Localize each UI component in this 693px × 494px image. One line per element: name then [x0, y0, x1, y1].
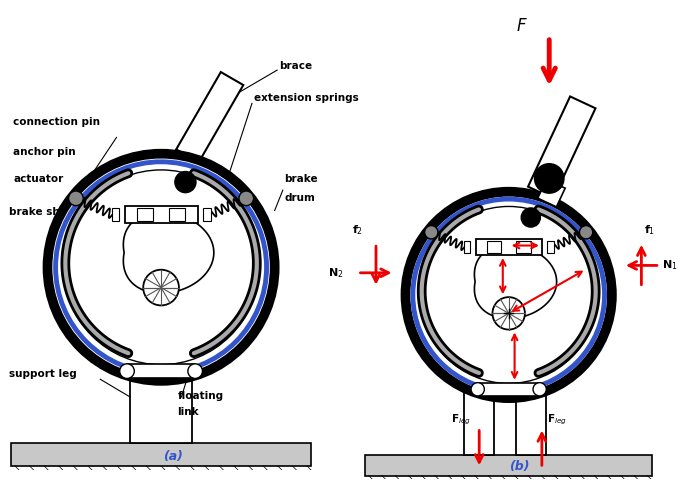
Bar	[125, 206, 198, 223]
Text: actuator: actuator	[13, 174, 64, 184]
Text: N$_2$: N$_2$	[328, 266, 344, 280]
Text: extension springs: extension springs	[254, 93, 359, 103]
Text: a: a	[490, 266, 498, 276]
Text: brake: brake	[284, 174, 318, 184]
Text: connection pin: connection pin	[13, 117, 100, 127]
Text: floating: floating	[177, 391, 223, 401]
Circle shape	[143, 270, 179, 305]
Text: f$_1$: f$_1$	[644, 224, 656, 238]
Text: N$_1$: N$_1$	[662, 258, 678, 272]
Text: support leg: support leg	[8, 369, 76, 379]
Circle shape	[579, 226, 593, 239]
Circle shape	[120, 364, 134, 378]
Polygon shape	[123, 212, 214, 293]
Bar	[464, 241, 471, 253]
Circle shape	[534, 164, 564, 193]
Circle shape	[471, 383, 484, 396]
Circle shape	[239, 191, 254, 206]
Text: (a): (a)	[164, 451, 183, 463]
Text: drum: drum	[284, 193, 315, 203]
Polygon shape	[538, 179, 565, 207]
Circle shape	[521, 208, 541, 227]
Bar	[475, 239, 542, 255]
Bar	[127, 364, 195, 378]
Text: r: r	[550, 278, 556, 288]
Circle shape	[405, 192, 612, 398]
Polygon shape	[528, 96, 595, 199]
Text: brake shoe: brake shoe	[8, 206, 73, 216]
Circle shape	[69, 191, 83, 206]
Polygon shape	[475, 245, 556, 319]
Circle shape	[493, 297, 525, 329]
Bar	[130, 358, 192, 443]
Text: brace: brace	[279, 60, 312, 71]
Text: f$_2$: f$_2$	[351, 224, 362, 238]
Text: W: W	[519, 232, 531, 242]
Text: F$_{leg}$: F$_{leg}$	[450, 412, 471, 426]
Bar	[11, 443, 311, 466]
Bar	[365, 455, 652, 476]
Text: b: b	[519, 346, 528, 359]
Text: F$_{leg}$: F$_{leg}$	[547, 412, 567, 426]
Bar	[203, 208, 211, 221]
Bar	[516, 385, 545, 455]
Polygon shape	[176, 72, 243, 163]
Circle shape	[175, 171, 196, 193]
Text: (b): (b)	[509, 460, 530, 473]
Bar	[112, 208, 119, 221]
Text: axle hub: axle hub	[136, 340, 186, 350]
Circle shape	[425, 226, 438, 239]
Text: link: link	[177, 407, 199, 417]
Bar	[137, 208, 153, 221]
Bar	[516, 241, 531, 253]
Circle shape	[48, 154, 274, 381]
Bar	[547, 241, 554, 253]
Text: F: F	[516, 17, 526, 35]
Bar	[477, 383, 540, 396]
Bar	[486, 241, 501, 253]
Circle shape	[188, 364, 202, 378]
Bar	[169, 208, 186, 221]
Bar	[464, 385, 494, 455]
Circle shape	[533, 383, 546, 396]
Text: anchor pin: anchor pin	[13, 147, 76, 157]
